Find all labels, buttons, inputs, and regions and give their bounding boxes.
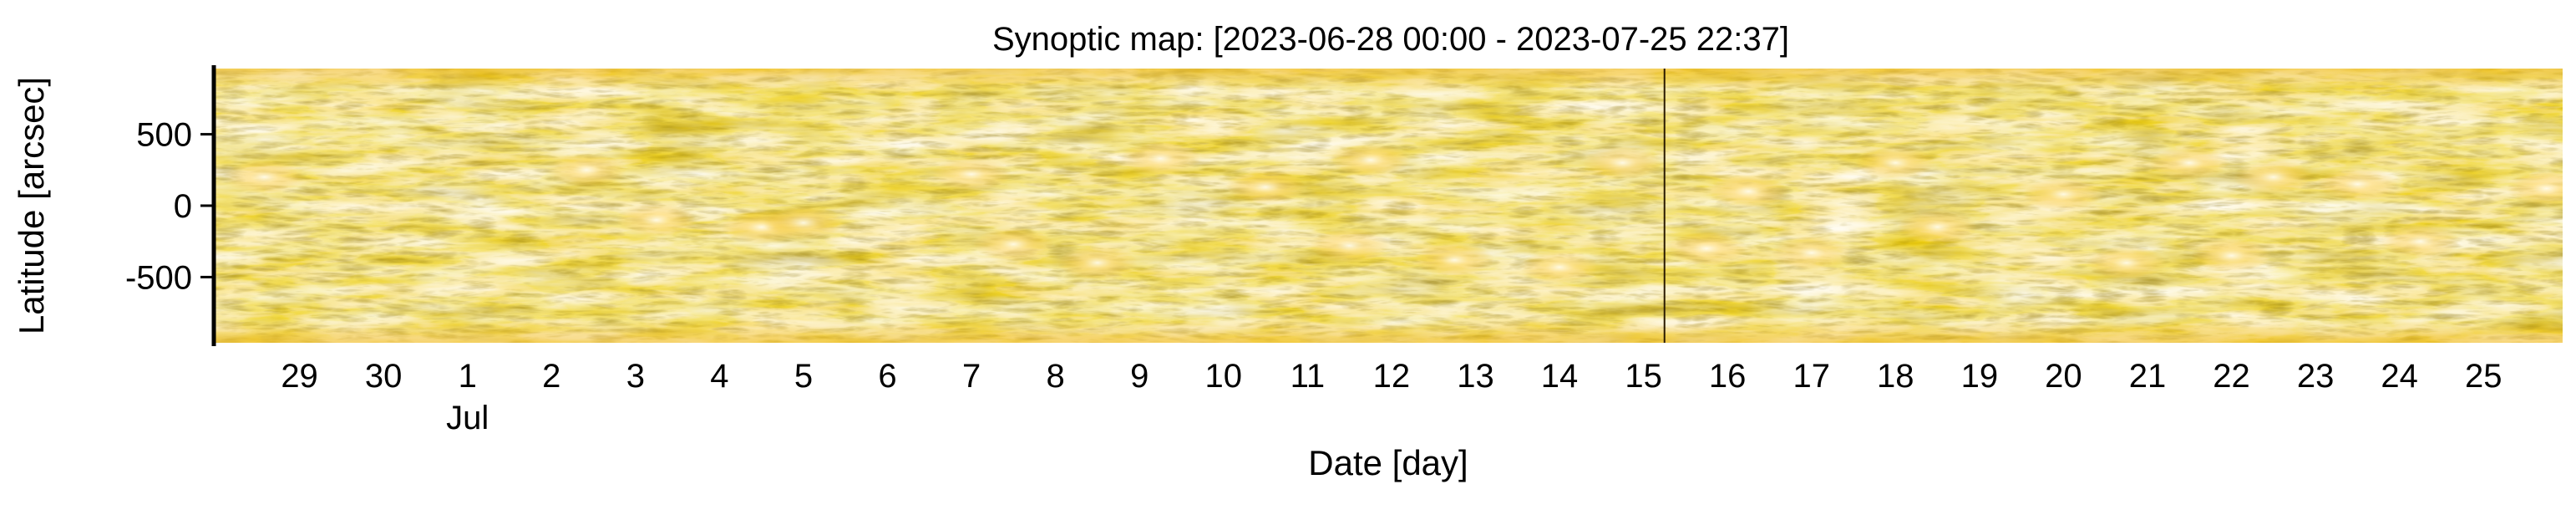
chart-title: Synoptic map: [2023-06-28 00:00 - 2023-0… [992,21,1789,58]
x-tick-label: 14 [1541,358,1579,395]
x-tick-label: 6 [878,358,896,395]
x-tick-label: 7 [962,358,981,395]
polar-limb-brightening [216,69,2563,343]
x-tick-label: 21 [2129,358,2167,395]
x-tick-label: 8 [1047,358,1065,395]
x-tick-label: 15 [1625,358,1662,395]
x-tick-label: 5 [794,358,813,395]
x-tick-label: 11 [1291,358,1326,395]
x-tick-label: 30 [365,358,403,395]
x-tick-label: 19 [1961,358,1999,395]
x-tick-label: 22 [2213,358,2250,395]
x-tick-label: 23 [2297,358,2335,395]
x-tick-label: 13 [1457,358,1494,395]
y-tick-label: 0 [174,188,192,225]
x-tick-label: 12 [1373,358,1411,395]
x-tick-label: 20 [2045,358,2082,395]
y-axis-label: Latitude [arcsec] [12,77,51,334]
x-tick-month-label: Jul [446,400,489,436]
x-tick-label: 2 [542,358,560,395]
synoptic-map-image [216,69,2563,343]
x-tick-label: 4 [710,358,728,395]
x-tick-label: 3 [626,358,645,395]
x-tick-label: 18 [1877,358,1914,395]
x-tick-label: 24 [2381,358,2418,395]
x-tick-label: 9 [1130,358,1149,395]
y-tick-label: 500 [136,117,192,154]
x-axis-label: Date [day] [1308,443,1468,482]
x-tick-label: 16 [1709,358,1747,395]
x-tick-label: 10 [1205,358,1243,395]
x-tick-label: 1 [459,358,477,395]
y-axis-ticks: 500 0 -500 [125,117,214,296]
x-tick-label: 29 [281,358,318,395]
x-tick-label: 25 [2465,358,2502,395]
x-tick-label: 17 [1793,358,1830,395]
y-tick-label: -500 [125,259,192,296]
